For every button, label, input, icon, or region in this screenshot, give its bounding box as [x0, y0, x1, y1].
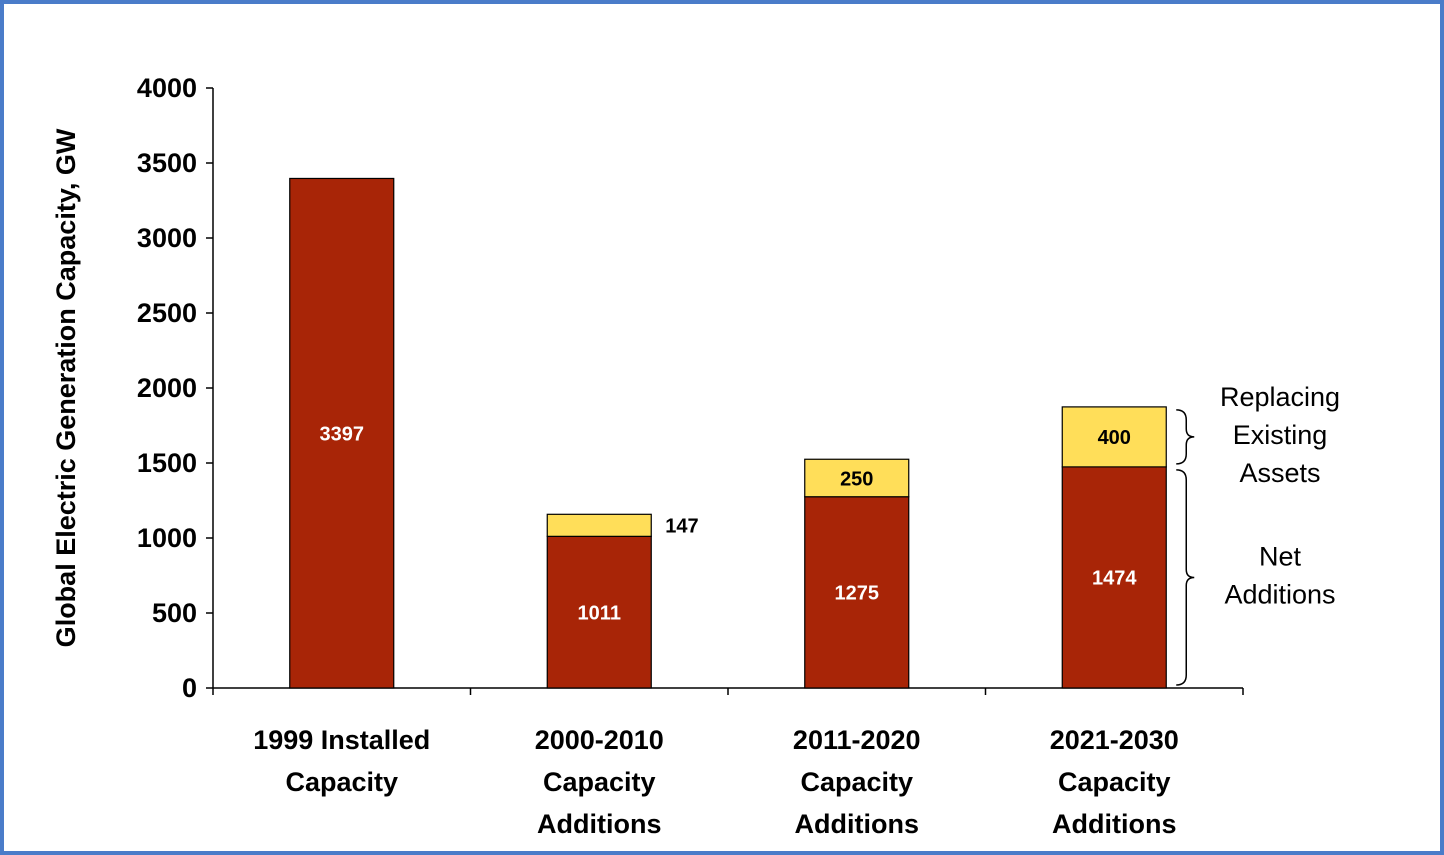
- bar-segment: [1061, 466, 1167, 689]
- bar-segment: [804, 458, 910, 498]
- y-tick-label: 3500: [137, 148, 197, 178]
- y-tick-label: 2000: [137, 373, 197, 403]
- bar-segment: [546, 535, 652, 689]
- bar-segment: [804, 496, 910, 689]
- x-tick-label: 2011-2020 Capacity Additions: [793, 725, 921, 839]
- value-label: 250: [840, 468, 873, 490]
- value-label: 1275: [835, 583, 880, 605]
- annotation: Replacing Existing Assets: [1220, 382, 1340, 488]
- y-tick-label: 500: [152, 598, 197, 628]
- bar-segment: [1061, 406, 1167, 468]
- annotation: Net Additions: [1224, 542, 1335, 610]
- value-label: 1474: [1092, 568, 1137, 590]
- value-label: 3397: [320, 424, 365, 446]
- y-tick-label: 1000: [137, 523, 197, 553]
- bar-segment: [289, 177, 395, 689]
- brace: [1176, 409, 1195, 465]
- y-tick-label: 0: [182, 673, 197, 703]
- x-tick-label: 2021-2030 Capacity Additions: [1050, 725, 1179, 839]
- value-label: 400: [1098, 427, 1131, 449]
- x-tick-label: 1999 Installed Capacity: [253, 725, 430, 797]
- y-tick-label: 4000: [137, 73, 197, 103]
- y-axis-label: Global Electric Generation Capacity, GW: [51, 128, 81, 647]
- y-tick-label: 3000: [137, 223, 197, 253]
- y-tick-label: 1500: [137, 448, 197, 478]
- brace: [1176, 469, 1195, 686]
- bar-segment: [546, 513, 652, 537]
- y-tick-label: 2500: [137, 298, 197, 328]
- value-label: 1011: [578, 602, 621, 624]
- value-label: 147: [665, 516, 698, 538]
- x-tick-label: 2000-2010 Capacity Additions: [535, 725, 664, 839]
